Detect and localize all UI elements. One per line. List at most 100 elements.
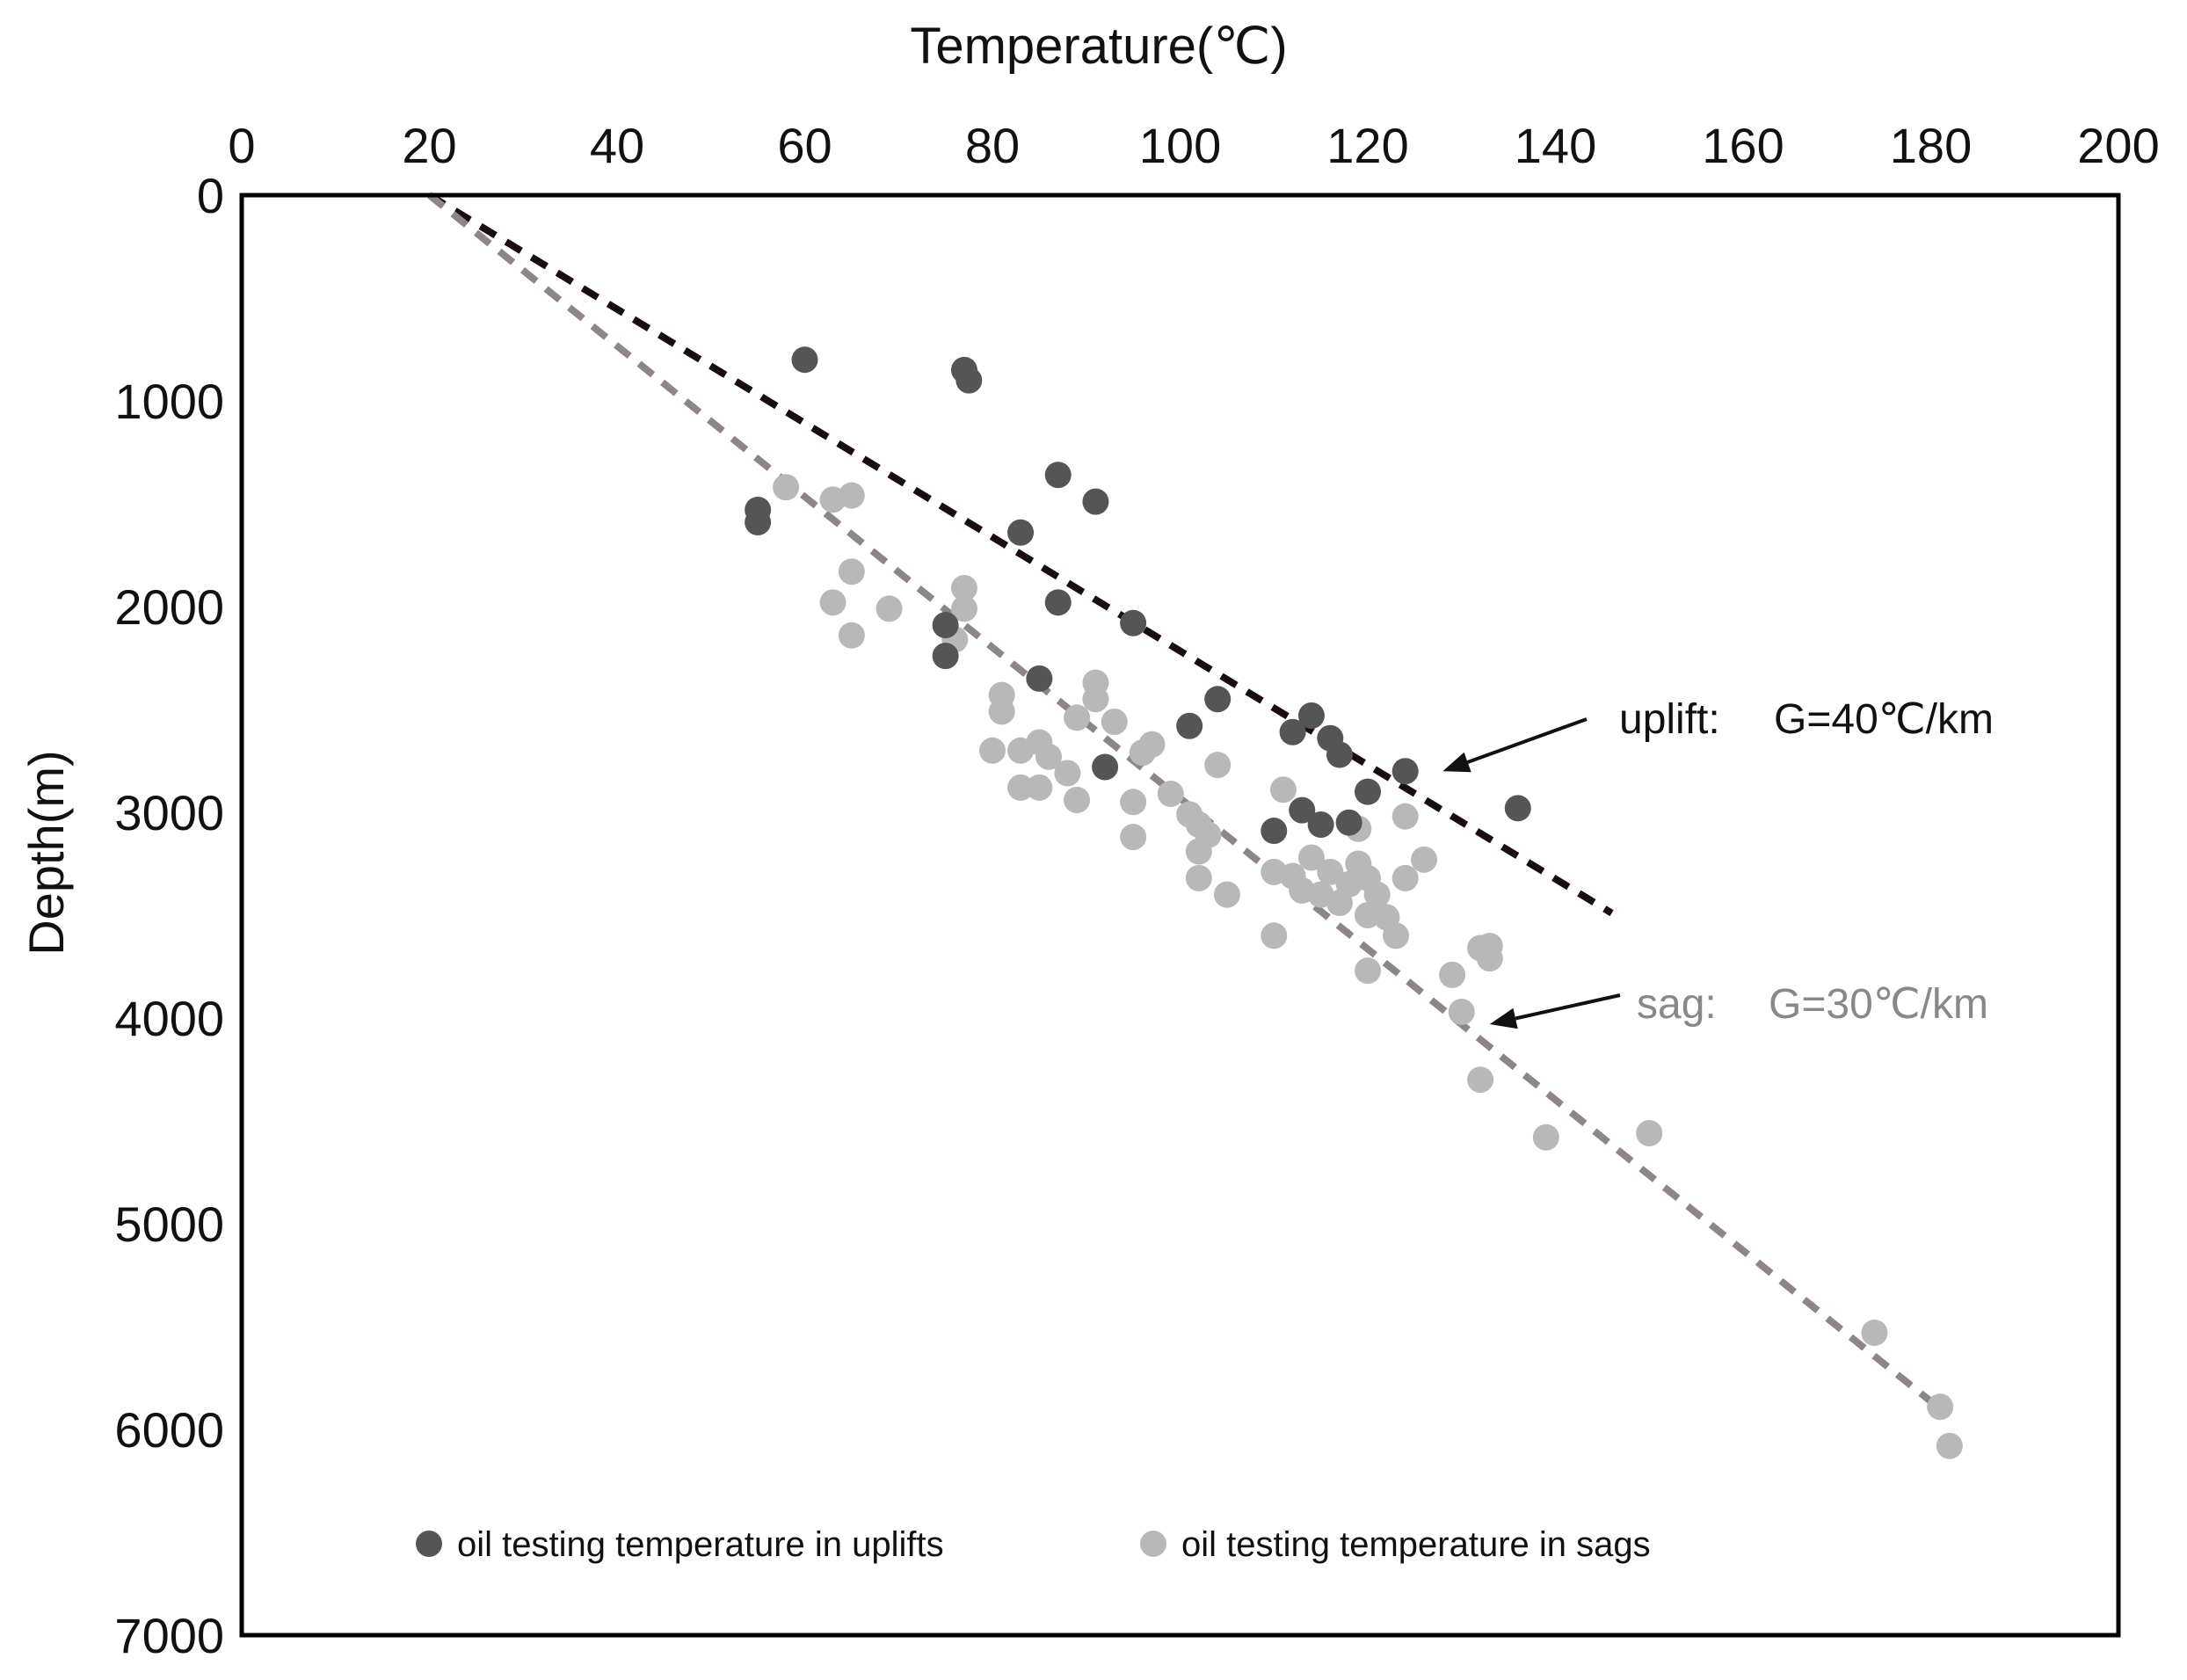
sag-data-point: [819, 589, 846, 616]
sag-data-point: [876, 595, 903, 622]
uplift-data-point: [932, 643, 959, 670]
sag-annotation-label: sag:: [1637, 981, 1717, 1028]
y-tick-label: 6000: [114, 1402, 224, 1458]
y-tick-label: 2000: [114, 579, 224, 635]
sag-data-point: [1355, 957, 1381, 985]
legend-marker-uplifts: [416, 1531, 442, 1557]
legend-marker-sags: [1140, 1531, 1166, 1557]
sag-data-point: [1383, 922, 1410, 949]
sag-data-point: [1363, 881, 1391, 908]
sag-data-point: [1035, 743, 1063, 770]
uplift-data-point: [1335, 809, 1362, 836]
x-tick-label: 160: [1702, 118, 1784, 173]
sag-data-point: [1317, 858, 1344, 885]
uplift-data-point: [1044, 462, 1072, 489]
uplift-data-point: [955, 367, 983, 394]
sag-data-point: [1411, 846, 1438, 873]
sag-data-point: [1204, 752, 1232, 779]
sag-arrow-head: [1489, 1007, 1518, 1029]
uplift-arrow-shaft: [1466, 717, 1588, 764]
y-tick-label: 5000: [114, 1196, 224, 1252]
uplift-data-point: [1082, 488, 1109, 515]
legend: oil testing temperature in uplifts oil t…: [416, 1525, 1651, 1564]
legend-label-sags: oil testing temperature in sags: [1181, 1525, 1651, 1564]
x-tick-label: 140: [1515, 118, 1596, 173]
sag-data-point: [1064, 704, 1091, 731]
uplift-data-point: [745, 509, 772, 536]
x-tick-label: 40: [590, 118, 644, 173]
sag-data-point: [1185, 864, 1212, 891]
x-tick-label: 0: [228, 118, 255, 173]
x-tick-labels: 0 20 40 60 80 100 120 140 160 180 200: [228, 118, 2159, 173]
sag-data-point: [988, 698, 1015, 725]
y-tick-label: 3000: [114, 785, 224, 840]
sag-data-point: [979, 737, 1006, 764]
sag-data-point: [1026, 774, 1053, 801]
uplift-data-point: [1026, 665, 1053, 692]
x-tick-label: 80: [965, 118, 1020, 173]
uplift-data-point: [1326, 741, 1353, 768]
sag-data-point: [1261, 922, 1288, 949]
sag-data-point: [1448, 998, 1475, 1025]
sag-trend-line: [426, 192, 1943, 1412]
y-tick-label: 4000: [114, 991, 224, 1046]
x-tick-label: 200: [2077, 118, 2159, 173]
x-tick-label: 20: [402, 118, 456, 173]
uplift-data-point: [1289, 796, 1316, 824]
uplift-data-point: [932, 612, 959, 639]
sag-data-point: [1861, 1320, 1888, 1347]
x-tick-label: 120: [1326, 118, 1408, 173]
y-tick-labels: 0 1000 2000 3000 4000 5000 6000 7000: [114, 168, 224, 1663]
data-points: [745, 346, 1963, 1459]
uplift-data-point: [1007, 519, 1035, 546]
sag-annotation-value: G=30℃/km: [1769, 981, 1988, 1028]
x-tick-label: 180: [1890, 118, 1972, 173]
sag-data-point: [1101, 709, 1128, 736]
uplift-trend-line: [427, 192, 1614, 917]
sag-data-point: [1391, 864, 1419, 891]
sag-data-point: [838, 622, 865, 649]
sag-data-point: [1157, 780, 1184, 807]
uplift-data-point: [1279, 718, 1306, 745]
y-tick-label: 7000: [114, 1608, 224, 1663]
uplift-annotation-value: G=40℃/km: [1774, 696, 1994, 743]
x-tick-label: 100: [1139, 118, 1221, 173]
sag-data-point: [1391, 803, 1419, 830]
uplift-data-point: [791, 346, 818, 374]
sag-data-point: [950, 595, 977, 622]
sag-data-point: [1532, 1124, 1559, 1151]
sag-data-point: [950, 574, 977, 601]
uplift-data-point: [1176, 712, 1203, 739]
uplift-data-point: [1355, 778, 1381, 805]
sag-data-point: [1927, 1393, 1954, 1421]
y-tick-label: 1000: [114, 374, 224, 429]
uplift-data-point: [1504, 795, 1531, 822]
uplift-data-point: [1092, 753, 1119, 781]
sag-data-point: [1054, 760, 1081, 787]
y-tick-label: 0: [197, 168, 224, 223]
uplift-data-point: [1307, 811, 1334, 839]
annotations: uplift: G=40℃/km sag: G=30℃/km: [1442, 696, 1994, 1029]
sag-data-point: [1120, 824, 1147, 851]
plot-frame: [239, 193, 2121, 1638]
x-tick-label: 60: [777, 118, 832, 173]
y-axis-title: Depth(m): [18, 750, 74, 955]
sag-data-point: [1082, 686, 1109, 713]
uplift-data-point: [1204, 686, 1232, 713]
sag-data-point: [773, 474, 800, 501]
sag-data-point: [1213, 881, 1240, 908]
uplift-annotation-label: uplift:: [1619, 696, 1720, 743]
sag-data-point: [1138, 731, 1166, 758]
uplift-arrow-head: [1442, 752, 1471, 773]
uplift-data-point: [1391, 758, 1419, 785]
sag-data-point: [1007, 774, 1035, 801]
legend-label-uplifts: oil testing temperature in uplifts: [457, 1525, 944, 1564]
sag-data-point: [1467, 1066, 1494, 1094]
sag-data-point: [838, 558, 865, 585]
sag-data-point: [1439, 961, 1466, 988]
uplift-data-point: [1297, 702, 1325, 730]
sag-data-point: [1636, 1120, 1663, 1147]
sag-data-point: [1195, 821, 1222, 848]
